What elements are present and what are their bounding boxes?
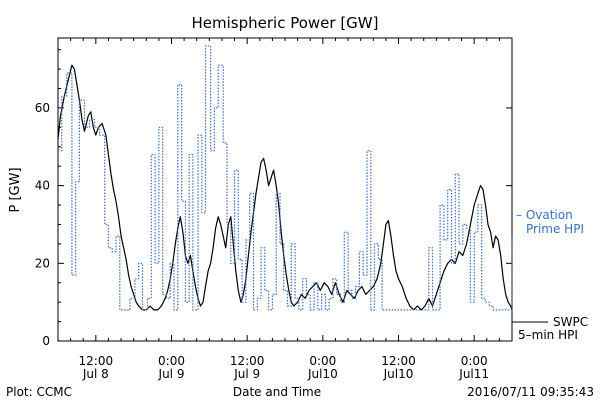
series-line-ovation-prime: [58, 45, 513, 311]
x-tick-time-label: 0:00: [158, 354, 185, 368]
y-tick-label: 0: [42, 334, 50, 348]
legend-ovation-label: – Ovation: [516, 208, 573, 222]
plot-timestamp: 2016/07/11 09:35:43: [467, 385, 594, 399]
x-tick-date-label: Jul10: [383, 367, 414, 381]
x-tick-time-label: 0:00: [309, 354, 336, 368]
y-axis-label: P [GW]: [8, 167, 23, 212]
series-layer: [57, 45, 513, 311]
chart-title: Hemispheric Power [GW]: [192, 14, 379, 32]
y-tick-label: 60: [35, 101, 50, 115]
x-tick-date-label: Jul10: [307, 367, 338, 381]
x-tick-time-label: 12:00: [79, 354, 114, 368]
x-tick-date-label: Jul11: [458, 367, 489, 381]
legend-swpc-label: SWPC: [553, 315, 588, 329]
plot-frame: [57, 37, 513, 342]
x-tick-date-label: Jul 9: [233, 367, 260, 381]
x-tick-time-label: 12:00: [230, 354, 265, 368]
x-tick-date-label: Jul 8: [82, 367, 109, 381]
series-line-swpc: [57, 64, 513, 311]
x-tick-date-label: Jul 9: [158, 367, 185, 381]
y-axis-ticks: 0 20 40 60: [35, 49, 512, 348]
legend-ovation-sublabel: Prime HPI: [526, 222, 584, 236]
plot-credit: Plot: CCMC: [6, 385, 72, 399]
x-axis-label: Date and Time: [233, 385, 321, 399]
x-tick-time-label: 0:00: [461, 354, 488, 368]
y-tick-label: 20: [35, 256, 50, 270]
y-tick-label: 40: [35, 179, 50, 193]
legend-swpc-sublabel: 5–min HPI: [518, 328, 578, 342]
x-tick-time-label: 12:00: [381, 354, 416, 368]
